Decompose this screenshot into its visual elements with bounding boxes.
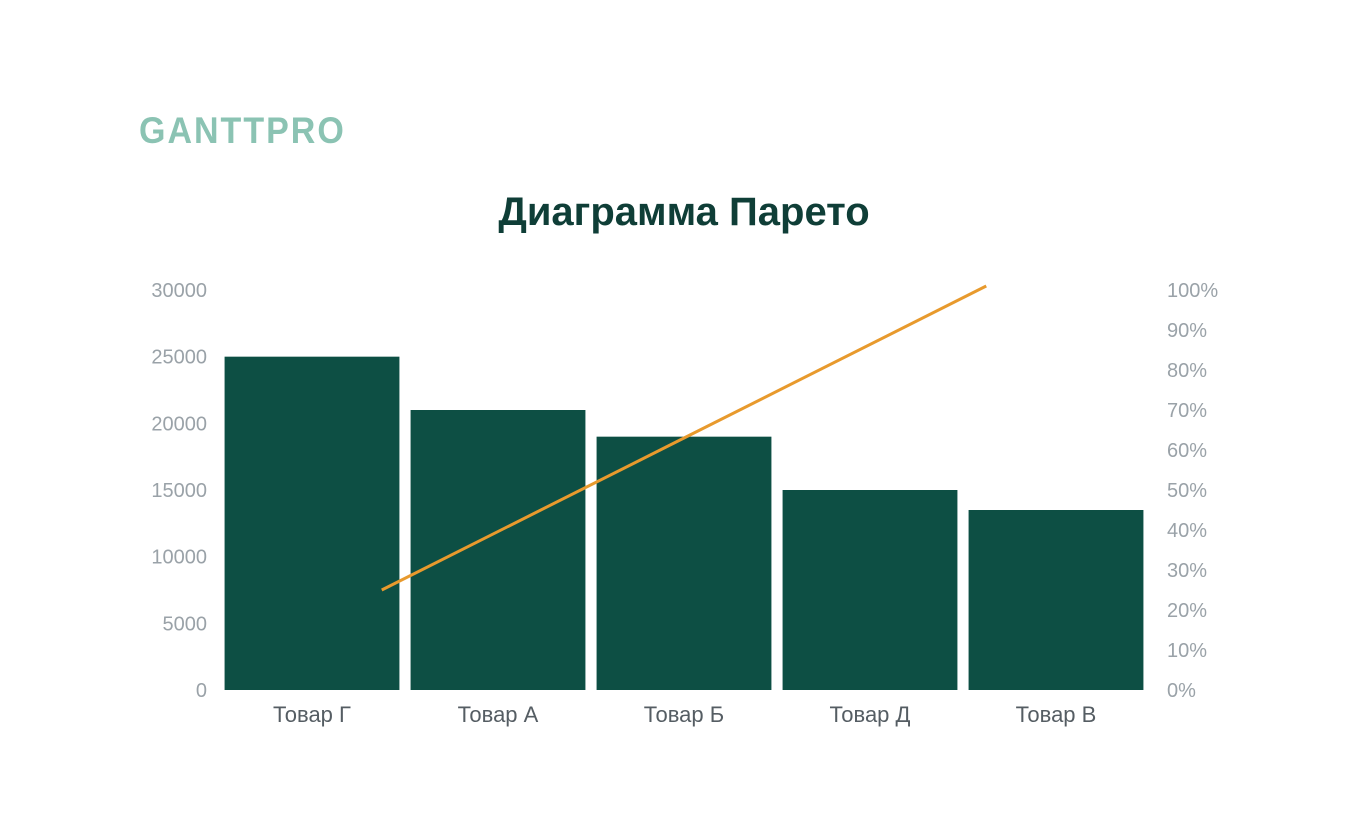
- y-left-tick: 10000: [151, 547, 207, 569]
- y-left-tick: 15000: [151, 480, 207, 502]
- y-right-tick: 60%: [1167, 440, 1207, 462]
- brand-logo: GANTTPRO: [139, 110, 346, 153]
- y-right-tick: 40%: [1167, 520, 1207, 542]
- bars: [225, 357, 1144, 690]
- y-right-tick: 90%: [1167, 320, 1207, 342]
- x-tick: Товар Г: [273, 702, 351, 727]
- y-left-tick: 20000: [151, 413, 207, 435]
- y-left-tick: 25000: [151, 347, 207, 369]
- y-axis-left: 0 5000 10000 15000 20000 25000 30000: [151, 280, 207, 702]
- y-left-tick: 5000: [163, 613, 208, 635]
- bar: [225, 357, 400, 690]
- y-left-tick: 0: [196, 680, 207, 702]
- chart-svg: 0 5000 10000 15000 20000 25000 30000 0% 10% 20% 30…: [139, 280, 1229, 740]
- x-tick: Товар А: [458, 702, 539, 727]
- y-right-tick: 70%: [1167, 400, 1207, 422]
- y-right-tick: 0%: [1167, 680, 1196, 702]
- y-right-tick: 30%: [1167, 560, 1207, 582]
- pareto-chart: 0 5000 10000 15000 20000 25000 30000 0% 10% 20% 30…: [139, 280, 1229, 740]
- y-axis-right: 0% 10% 20% 30% 40% 50% 60% 70% 80% 90% 100%: [1167, 280, 1218, 702]
- x-axis: Товар Г Товар А Товар Б Товар Д Товар В: [273, 702, 1096, 727]
- y-right-tick: 50%: [1167, 480, 1207, 502]
- y-right-tick: 100%: [1167, 280, 1218, 302]
- y-right-tick: 10%: [1167, 640, 1207, 662]
- chart-title: Диаграмма Парето: [0, 190, 1368, 235]
- y-right-tick: 20%: [1167, 600, 1207, 622]
- y-right-tick: 80%: [1167, 360, 1207, 382]
- x-tick: Товар Д: [830, 702, 911, 727]
- x-tick: Товар Б: [644, 702, 724, 727]
- bar: [783, 490, 958, 690]
- bar: [411, 410, 586, 690]
- x-tick: Товар В: [1016, 702, 1097, 727]
- bar: [969, 510, 1144, 690]
- y-left-tick: 30000: [151, 280, 207, 302]
- bar: [597, 437, 772, 690]
